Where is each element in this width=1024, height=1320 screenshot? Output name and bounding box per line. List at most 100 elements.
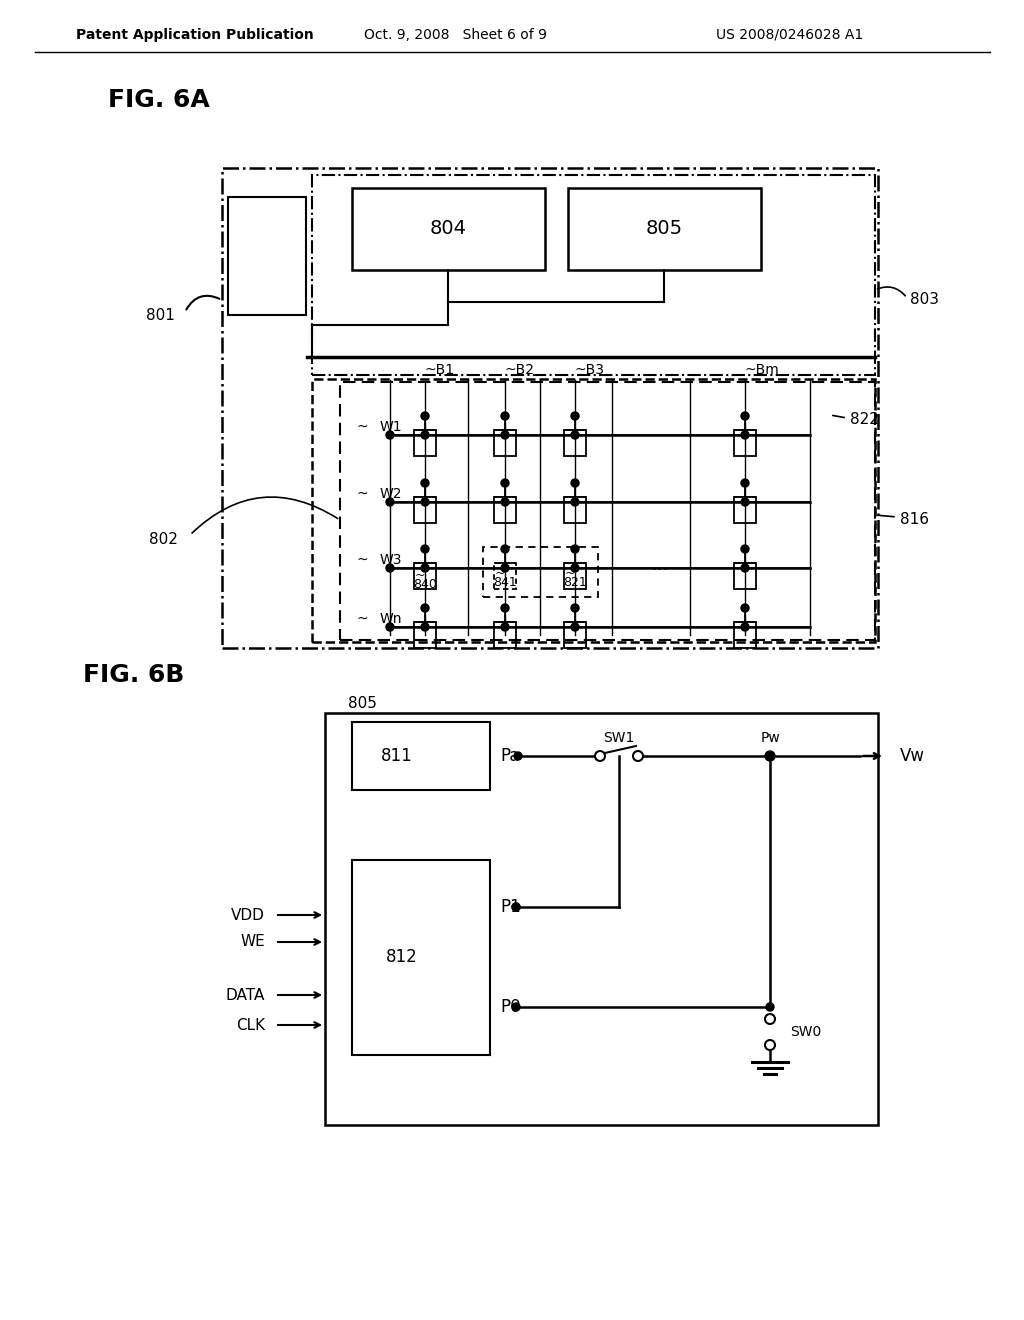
Circle shape <box>501 545 509 553</box>
Bar <box>734 564 756 589</box>
Circle shape <box>512 903 520 911</box>
Text: FIG. 6A: FIG. 6A <box>108 88 210 112</box>
Circle shape <box>741 605 749 612</box>
Circle shape <box>421 623 429 631</box>
Bar <box>494 564 516 589</box>
Circle shape <box>571 479 579 487</box>
Text: 805: 805 <box>645 219 683 239</box>
Text: Wn: Wn <box>380 612 402 626</box>
Text: 816: 816 <box>900 512 929 528</box>
Text: SW1: SW1 <box>603 731 635 744</box>
Text: 840: 840 <box>413 578 437 591</box>
Text: ~B2: ~B2 <box>505 363 535 378</box>
Circle shape <box>421 605 429 612</box>
Bar <box>325 713 878 1125</box>
Bar <box>734 430 756 455</box>
Circle shape <box>501 564 509 572</box>
Text: Oct. 9, 2008   Sheet 6 of 9: Oct. 9, 2008 Sheet 6 of 9 <box>364 28 547 42</box>
Text: ...: ... <box>651 556 669 574</box>
Text: DATA: DATA <box>225 987 265 1002</box>
Circle shape <box>421 545 429 553</box>
Text: ~: ~ <box>356 553 368 568</box>
Text: 801: 801 <box>146 308 175 322</box>
Text: 821: 821 <box>563 577 587 590</box>
Circle shape <box>386 498 394 506</box>
Circle shape <box>571 412 579 420</box>
Circle shape <box>501 498 509 506</box>
Bar <box>352 722 490 789</box>
Circle shape <box>765 751 775 762</box>
Text: VDD: VDD <box>231 908 265 923</box>
Text: ~B1: ~B1 <box>425 363 455 378</box>
Text: WE: WE <box>241 935 265 949</box>
Text: ~B3: ~B3 <box>575 363 605 378</box>
Circle shape <box>501 432 509 440</box>
Bar <box>564 622 586 648</box>
Circle shape <box>421 412 429 420</box>
Circle shape <box>741 412 749 420</box>
Text: ~: ~ <box>415 569 425 582</box>
Circle shape <box>501 479 509 487</box>
Bar <box>228 197 306 315</box>
Bar <box>568 187 761 271</box>
Text: ~: ~ <box>356 420 368 434</box>
Bar <box>352 861 490 1055</box>
Circle shape <box>421 564 429 572</box>
Text: FIG. 6B: FIG. 6B <box>83 663 184 686</box>
Bar <box>414 430 436 455</box>
Text: W1: W1 <box>380 420 402 434</box>
Circle shape <box>741 564 749 572</box>
Circle shape <box>501 605 509 612</box>
Circle shape <box>741 498 749 506</box>
Circle shape <box>421 498 429 506</box>
Text: ~: ~ <box>565 566 575 579</box>
Circle shape <box>765 1040 775 1049</box>
Text: 841: 841 <box>494 577 517 590</box>
Text: Pa: Pa <box>500 747 519 766</box>
Text: 803: 803 <box>910 293 939 308</box>
Bar <box>494 430 516 455</box>
Bar <box>414 622 436 648</box>
Bar <box>352 187 545 271</box>
Bar <box>414 564 436 589</box>
Text: Vw: Vw <box>900 747 925 766</box>
Circle shape <box>633 751 643 762</box>
Bar <box>312 379 874 642</box>
Bar <box>734 622 756 648</box>
Circle shape <box>571 545 579 553</box>
Circle shape <box>512 903 520 911</box>
Bar <box>222 168 878 648</box>
Circle shape <box>501 412 509 420</box>
Circle shape <box>741 432 749 440</box>
Text: 812: 812 <box>386 948 418 966</box>
Circle shape <box>595 751 605 762</box>
Circle shape <box>571 623 579 631</box>
Text: ~Bm: ~Bm <box>745 363 779 378</box>
Bar <box>312 176 874 375</box>
Text: ~: ~ <box>356 487 368 502</box>
Text: ~: ~ <box>495 566 505 579</box>
Circle shape <box>741 479 749 487</box>
Text: US 2008/0246028 A1: US 2008/0246028 A1 <box>717 28 863 42</box>
Bar <box>483 546 598 597</box>
Bar <box>494 622 516 648</box>
Bar <box>414 498 436 523</box>
Bar <box>564 498 586 523</box>
Bar <box>494 498 516 523</box>
Circle shape <box>571 498 579 506</box>
Circle shape <box>741 545 749 553</box>
Circle shape <box>386 432 394 440</box>
Text: W3: W3 <box>380 553 402 568</box>
Text: 805: 805 <box>348 696 377 710</box>
Circle shape <box>386 564 394 572</box>
Text: W2: W2 <box>380 487 402 502</box>
Text: 822: 822 <box>850 412 879 428</box>
Circle shape <box>765 1014 775 1024</box>
Circle shape <box>741 623 749 631</box>
Text: P0: P0 <box>500 998 520 1016</box>
Circle shape <box>421 479 429 487</box>
Bar <box>564 430 586 455</box>
Text: CLK: CLK <box>236 1018 265 1032</box>
Text: Pw: Pw <box>760 731 780 744</box>
Bar <box>734 498 756 523</box>
